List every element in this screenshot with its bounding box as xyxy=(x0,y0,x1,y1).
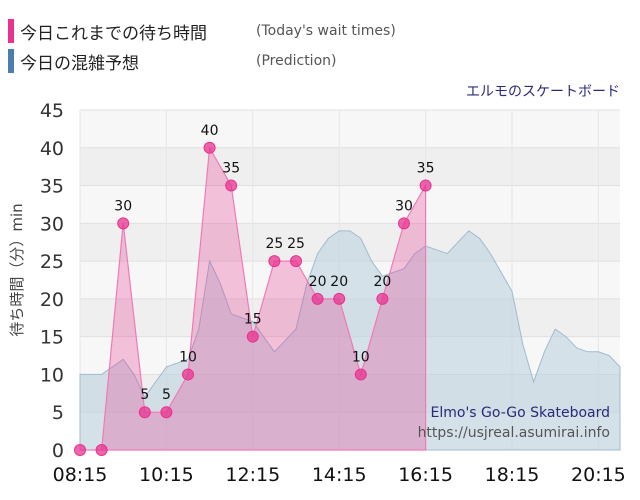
data-label-1115: 40 xyxy=(201,123,219,139)
point-0915 xyxy=(117,217,130,230)
data-label-1615: 35 xyxy=(417,161,435,177)
point-0845 xyxy=(95,444,108,456)
point-1045 xyxy=(182,368,194,381)
y-tick-45: 45 xyxy=(40,100,64,122)
point-1415 xyxy=(333,292,346,305)
y-tick-30: 30 xyxy=(40,213,64,235)
y-tick-0: 0 xyxy=(52,440,64,462)
legend-sub-today: (Today's wait times) xyxy=(256,23,396,39)
today-wait-points xyxy=(74,141,432,456)
band-8 xyxy=(80,110,620,148)
point-1345 xyxy=(311,292,324,305)
band-7 xyxy=(80,147,620,186)
x-tick-1615: 16:15 xyxy=(398,464,453,486)
legend-item-prediction: 今日の混雑予想 (Prediction) xyxy=(8,48,336,74)
band-6 xyxy=(80,185,620,224)
point-1145 xyxy=(225,179,238,192)
point-1445 xyxy=(354,368,367,381)
point-1245 xyxy=(268,255,281,268)
data-label-1315: 25 xyxy=(287,236,305,252)
data-label-0945: 5 xyxy=(140,387,149,403)
x-tick-1815: 18:15 xyxy=(485,464,540,486)
point-0945 xyxy=(138,406,151,419)
y-tick-20: 20 xyxy=(40,289,64,311)
attraction-name: エルモのスケートボード xyxy=(466,84,620,100)
x-tick-1015: 10:15 xyxy=(139,464,194,486)
data-label-1445: 10 xyxy=(352,349,370,365)
x-tick-1215: 12:15 xyxy=(225,464,280,486)
y-tick-10: 10 xyxy=(40,364,64,386)
y-tick-labels: 0 5 10 15 20 25 30 35 40 45 xyxy=(40,100,64,462)
point-1545 xyxy=(398,217,410,230)
data-label-1015: 5 xyxy=(162,387,171,403)
legend-label-prediction: 今日の混雑予想 xyxy=(20,53,139,74)
point-1215 xyxy=(246,330,259,343)
data-label-1145: 35 xyxy=(222,161,240,177)
data-label-1345: 20 xyxy=(309,274,327,290)
data-label-1045: 10 xyxy=(179,349,197,365)
legend-sub-prediction: (Prediction) xyxy=(256,53,337,69)
data-label-1545: 30 xyxy=(395,198,413,214)
y-tick-15: 15 xyxy=(40,327,64,349)
point-0815 xyxy=(74,444,86,456)
y-tick-40: 40 xyxy=(40,138,64,160)
attraction-name-en: Elmo's Go-Go Skateboard xyxy=(431,405,611,421)
x-tick-0815: 08:15 xyxy=(53,464,108,486)
point-1315 xyxy=(290,255,302,268)
x-tick-2015: 20:15 xyxy=(571,464,626,486)
point-1515 xyxy=(376,292,389,305)
data-label-1515: 20 xyxy=(373,274,391,290)
x-tick-1415: 14:15 xyxy=(312,464,367,486)
legend-swatch-prediction xyxy=(8,49,14,73)
y-axis-label: 待ち時間（分）min xyxy=(8,203,26,336)
point-1115 xyxy=(203,141,216,154)
source-url: https://usjreal.asumirai.info xyxy=(418,425,610,441)
x-tick-labels: 08:15 10:15 12:15 14:15 16:15 18:15 20:15 xyxy=(53,464,626,486)
prediction-area xyxy=(79,230,621,451)
data-label-1415: 20 xyxy=(330,274,348,290)
point-1615 xyxy=(419,179,432,192)
legend-swatch-today xyxy=(8,19,14,43)
data-label-0915: 30 xyxy=(114,198,132,214)
y-tick-35: 35 xyxy=(40,176,64,198)
legend-label-today: 今日これまでの待ち時間 xyxy=(20,23,207,44)
data-label-1245: 25 xyxy=(265,236,283,252)
y-tick-5: 5 xyxy=(52,402,64,424)
y-tick-25: 25 xyxy=(40,251,64,273)
legend-item-today: 今日これまでの待ち時間 (Today's wait times) xyxy=(8,18,396,44)
data-label-1215: 15 xyxy=(244,312,262,328)
point-1015 xyxy=(160,406,173,419)
